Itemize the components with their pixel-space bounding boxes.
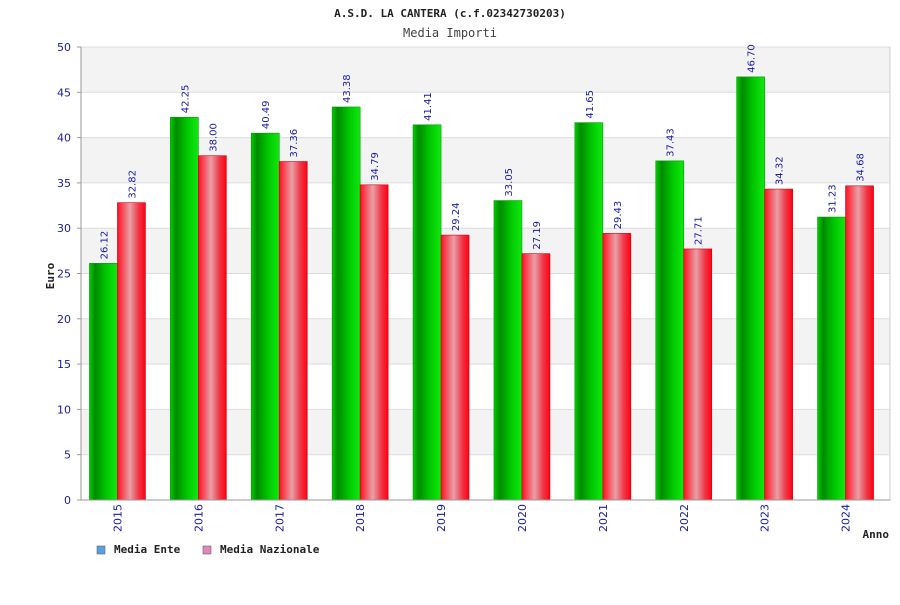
bar-media-ente-2018 — [331, 106, 361, 501]
bar-media-ente-2017 — [250, 132, 280, 501]
y-axis-label: Euro — [44, 262, 57, 289]
x-tick-label: 2024 — [840, 504, 853, 532]
bar-media-nazionale-2016 — [198, 155, 227, 501]
plot-band — [81, 47, 890, 93]
data-label: 40.49 — [261, 101, 272, 130]
bar-media-nazionale-2023 — [764, 188, 793, 501]
bar-media-ente-2016 — [170, 116, 199, 501]
y-tick-label: 40 — [57, 132, 71, 145]
data-label: 42.25 — [180, 85, 191, 114]
bar-media-nazionale-2020 — [521, 253, 551, 501]
x-tick-label: 2023 — [759, 504, 772, 532]
y-tick-label: 0 — [64, 494, 71, 507]
y-tick-label: 25 — [57, 268, 71, 281]
y-tick-label: 30 — [57, 222, 71, 235]
legend-label-media-ente: Media Ente — [114, 543, 181, 556]
bar-media-nazionale-2021 — [602, 233, 632, 501]
bar-media-ente-2021 — [574, 122, 604, 501]
data-label: 33.05 — [504, 168, 515, 197]
bar-media-nazionale-2022 — [683, 248, 713, 501]
x-axis-label: Anno — [863, 528, 890, 541]
y-tick-label: 10 — [57, 403, 71, 416]
chart-title: A.S.D. LA CANTERA (c.f.02342730203) — [334, 7, 566, 20]
plot-band — [81, 92, 890, 138]
x-tick-label: 2016 — [192, 504, 205, 532]
bar-media-ente-2022 — [655, 160, 685, 501]
y-tick-label: 35 — [57, 177, 71, 190]
x-tick-label: 2015 — [111, 504, 124, 532]
bar-media-nazionale-2015 — [117, 202, 146, 501]
bar-media-nazionale-2019 — [440, 234, 470, 501]
legend: Media Ente Media Nazionale — [96, 543, 320, 556]
bar-media-nazionale-2018 — [359, 184, 389, 501]
bar-media-nazionale-2017 — [278, 161, 308, 501]
y-tick-label: 20 — [57, 313, 71, 326]
data-labels: 26.12 32.82 42.25 38.00 40.49 37.36 43.38 34.79… — [99, 44, 866, 259]
data-label: 43.38 — [342, 74, 353, 103]
y-tick-label: 5 — [64, 449, 71, 462]
legend-label-media-nazionale: Media Nazionale — [220, 543, 320, 556]
x-tick-label: 2021 — [597, 504, 610, 532]
bar-media-ente-2019 — [412, 124, 442, 501]
x-tick-label: 2019 — [435, 504, 448, 532]
data-label: 31.23 — [828, 184, 839, 213]
y-tick-label: 50 — [57, 41, 71, 54]
data-label: 38.00 — [208, 123, 219, 152]
legend-swatch-media-ente — [96, 545, 106, 555]
bar-media-ente-2023 — [736, 76, 765, 501]
x-tick-label: 2017 — [273, 504, 286, 532]
x-tick-label: 2018 — [354, 504, 367, 532]
x-axis-ticks: 2015 2016 2017 2018 2019 2020 2021 2022 2023 2024 — [111, 504, 852, 532]
bar-media-ente-2015 — [89, 263, 118, 501]
bar-media-ente-2020 — [493, 200, 523, 501]
chart-subtitle: Media Importi — [403, 26, 497, 40]
y-tick-label: 45 — [57, 86, 71, 99]
data-label: 26.12 — [99, 231, 110, 260]
data-label: 29.43 — [613, 201, 624, 230]
bars — [89, 76, 874, 501]
legend-swatch-media-nazionale — [202, 545, 212, 555]
data-label: 27.19 — [532, 221, 543, 250]
data-label: 41.65 — [585, 90, 596, 119]
y-axis-ticks: 0 5 10 15 20 25 30 35 40 45 50 — [57, 41, 81, 507]
y-tick-label: 15 — [57, 358, 71, 371]
data-label: 34.79 — [370, 152, 381, 181]
data-label: 29.24 — [451, 202, 462, 231]
data-label: 34.32 — [775, 156, 786, 185]
data-label: 46.70 — [747, 44, 758, 73]
x-tick-label: 2022 — [678, 504, 691, 532]
x-tick-label: 2020 — [516, 504, 529, 532]
data-label: 34.68 — [856, 153, 867, 182]
data-label: 37.36 — [289, 129, 300, 158]
bar-media-ente-2024 — [817, 216, 846, 501]
data-label: 27.71 — [694, 216, 705, 245]
bar-media-nazionale-2024 — [845, 185, 874, 501]
data-label: 37.43 — [666, 128, 677, 157]
data-label: 41.41 — [423, 92, 434, 121]
data-label: 32.82 — [127, 170, 138, 199]
